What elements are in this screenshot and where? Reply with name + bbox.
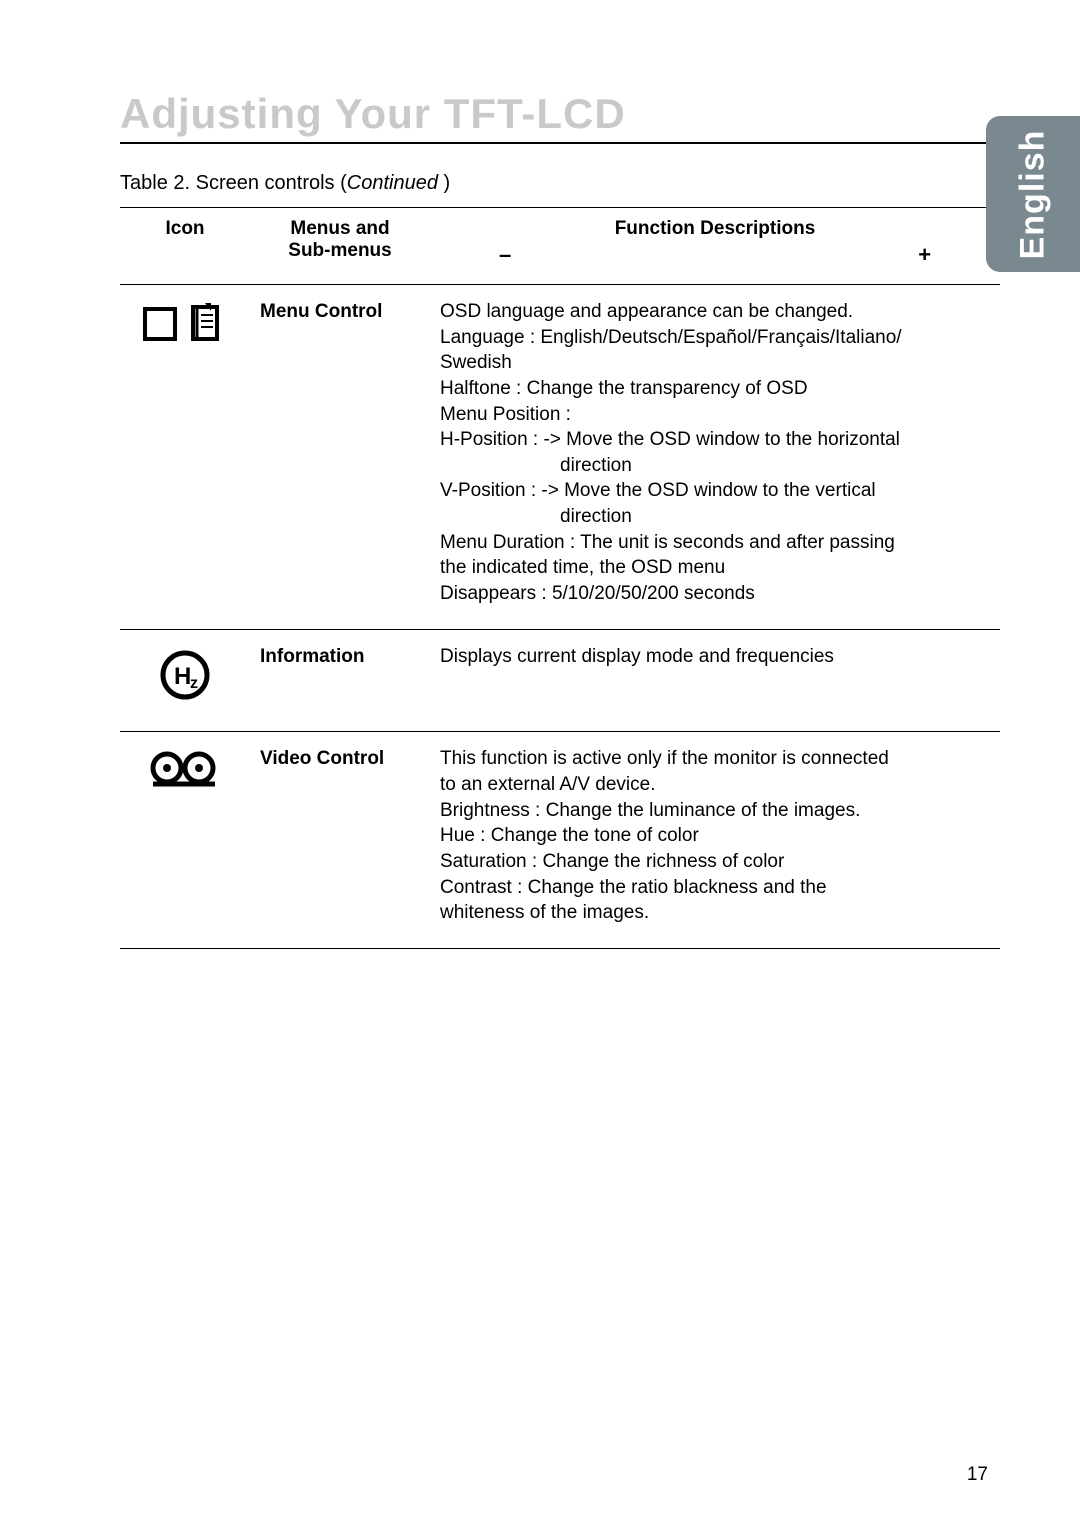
caption-suffix: ) bbox=[438, 172, 450, 194]
side-tab-label: English bbox=[1014, 129, 1053, 259]
table-row: Menu Control OSD language and appearance… bbox=[120, 285, 1000, 630]
func-line: V-Position : -> Move the OSD window to t… bbox=[440, 480, 876, 501]
func-cell: OSD language and appearance can be chang… bbox=[430, 285, 1000, 630]
information-icon: H z bbox=[158, 648, 212, 702]
header-menus-l1: Menus and bbox=[258, 218, 422, 240]
func-line: Hue : Change the tone of color bbox=[440, 825, 699, 846]
func-line: to an external A/V device. bbox=[440, 774, 655, 795]
header-func: Function Descriptions – + bbox=[430, 208, 1000, 285]
title-rule bbox=[120, 142, 1000, 144]
func-line: Halftone : Change the transparency of OS… bbox=[440, 378, 808, 399]
func-line: whiteness of the images. bbox=[440, 902, 649, 923]
func-line: the indicated time, the OSD menu bbox=[440, 557, 725, 578]
func-cell: Displays current display mode and freque… bbox=[430, 629, 1000, 732]
func-line: Menu Duration : The unit is seconds and … bbox=[440, 532, 895, 553]
controls-table: Icon Menus and Sub-menus Function Descri… bbox=[120, 207, 1000, 949]
side-language-tab: English bbox=[986, 116, 1080, 272]
func-line-indent: direction bbox=[440, 453, 990, 479]
header-minus: – bbox=[499, 242, 511, 268]
func-line: Swedish bbox=[440, 352, 512, 373]
caption-italic: Continued bbox=[347, 172, 438, 194]
func-line-indent: direction bbox=[440, 504, 990, 530]
table-row: Video Control This function is active on… bbox=[120, 732, 1000, 948]
func-line: OSD language and appearance can be chang… bbox=[440, 301, 853, 322]
menu-cell: Information bbox=[250, 629, 430, 732]
caption-prefix: Table 2. Screen controls ( bbox=[120, 172, 347, 194]
func-cell: This function is active only if the moni… bbox=[430, 732, 1000, 948]
header-icon: Icon bbox=[120, 208, 250, 285]
page-title: Adjusting Your TFT-LCD bbox=[120, 90, 1000, 138]
header-menus: Menus and Sub-menus bbox=[250, 208, 430, 285]
func-line: Language : English/Deutsch/Español/Franç… bbox=[440, 327, 902, 348]
icon-cell-information: H z bbox=[120, 629, 250, 732]
table-row: H z Information Displays current display… bbox=[120, 629, 1000, 732]
video-control-icon bbox=[149, 750, 221, 790]
header-menus-l2: Sub-menus bbox=[258, 240, 422, 262]
menu-cell: Menu Control bbox=[250, 285, 430, 630]
func-line: H-Position : -> Move the OSD window to t… bbox=[440, 429, 900, 450]
menu-control-icon bbox=[143, 303, 227, 347]
table-header-row: Icon Menus and Sub-menus Function Descri… bbox=[120, 208, 1000, 285]
header-plus: + bbox=[918, 242, 931, 268]
func-line: Contrast : Change the ratio blackness an… bbox=[440, 877, 827, 898]
icon-cell-menu-control bbox=[120, 285, 250, 630]
table-caption: Table 2. Screen controls (Continued ) bbox=[120, 172, 1000, 195]
func-line: Saturation : Change the richness of colo… bbox=[440, 851, 784, 872]
page-number: 17 bbox=[967, 1464, 988, 1486]
func-line: Disappears : 5/10/20/50/200 seconds bbox=[440, 583, 755, 604]
menu-cell: Video Control bbox=[250, 732, 430, 948]
func-line: This function is active only if the moni… bbox=[440, 748, 889, 769]
svg-text:z: z bbox=[190, 675, 198, 692]
svg-text:H: H bbox=[174, 663, 191, 690]
func-line: Menu Position : bbox=[440, 404, 571, 425]
func-line: Displays current display mode and freque… bbox=[440, 646, 834, 667]
func-line: Brightness : Change the luminance of the… bbox=[440, 800, 860, 821]
icon-cell-video-control bbox=[120, 732, 250, 948]
page-container: Adjusting Your TFT-LCD Table 2. Screen c… bbox=[0, 0, 1080, 989]
header-func-label: Function Descriptions bbox=[615, 218, 816, 240]
